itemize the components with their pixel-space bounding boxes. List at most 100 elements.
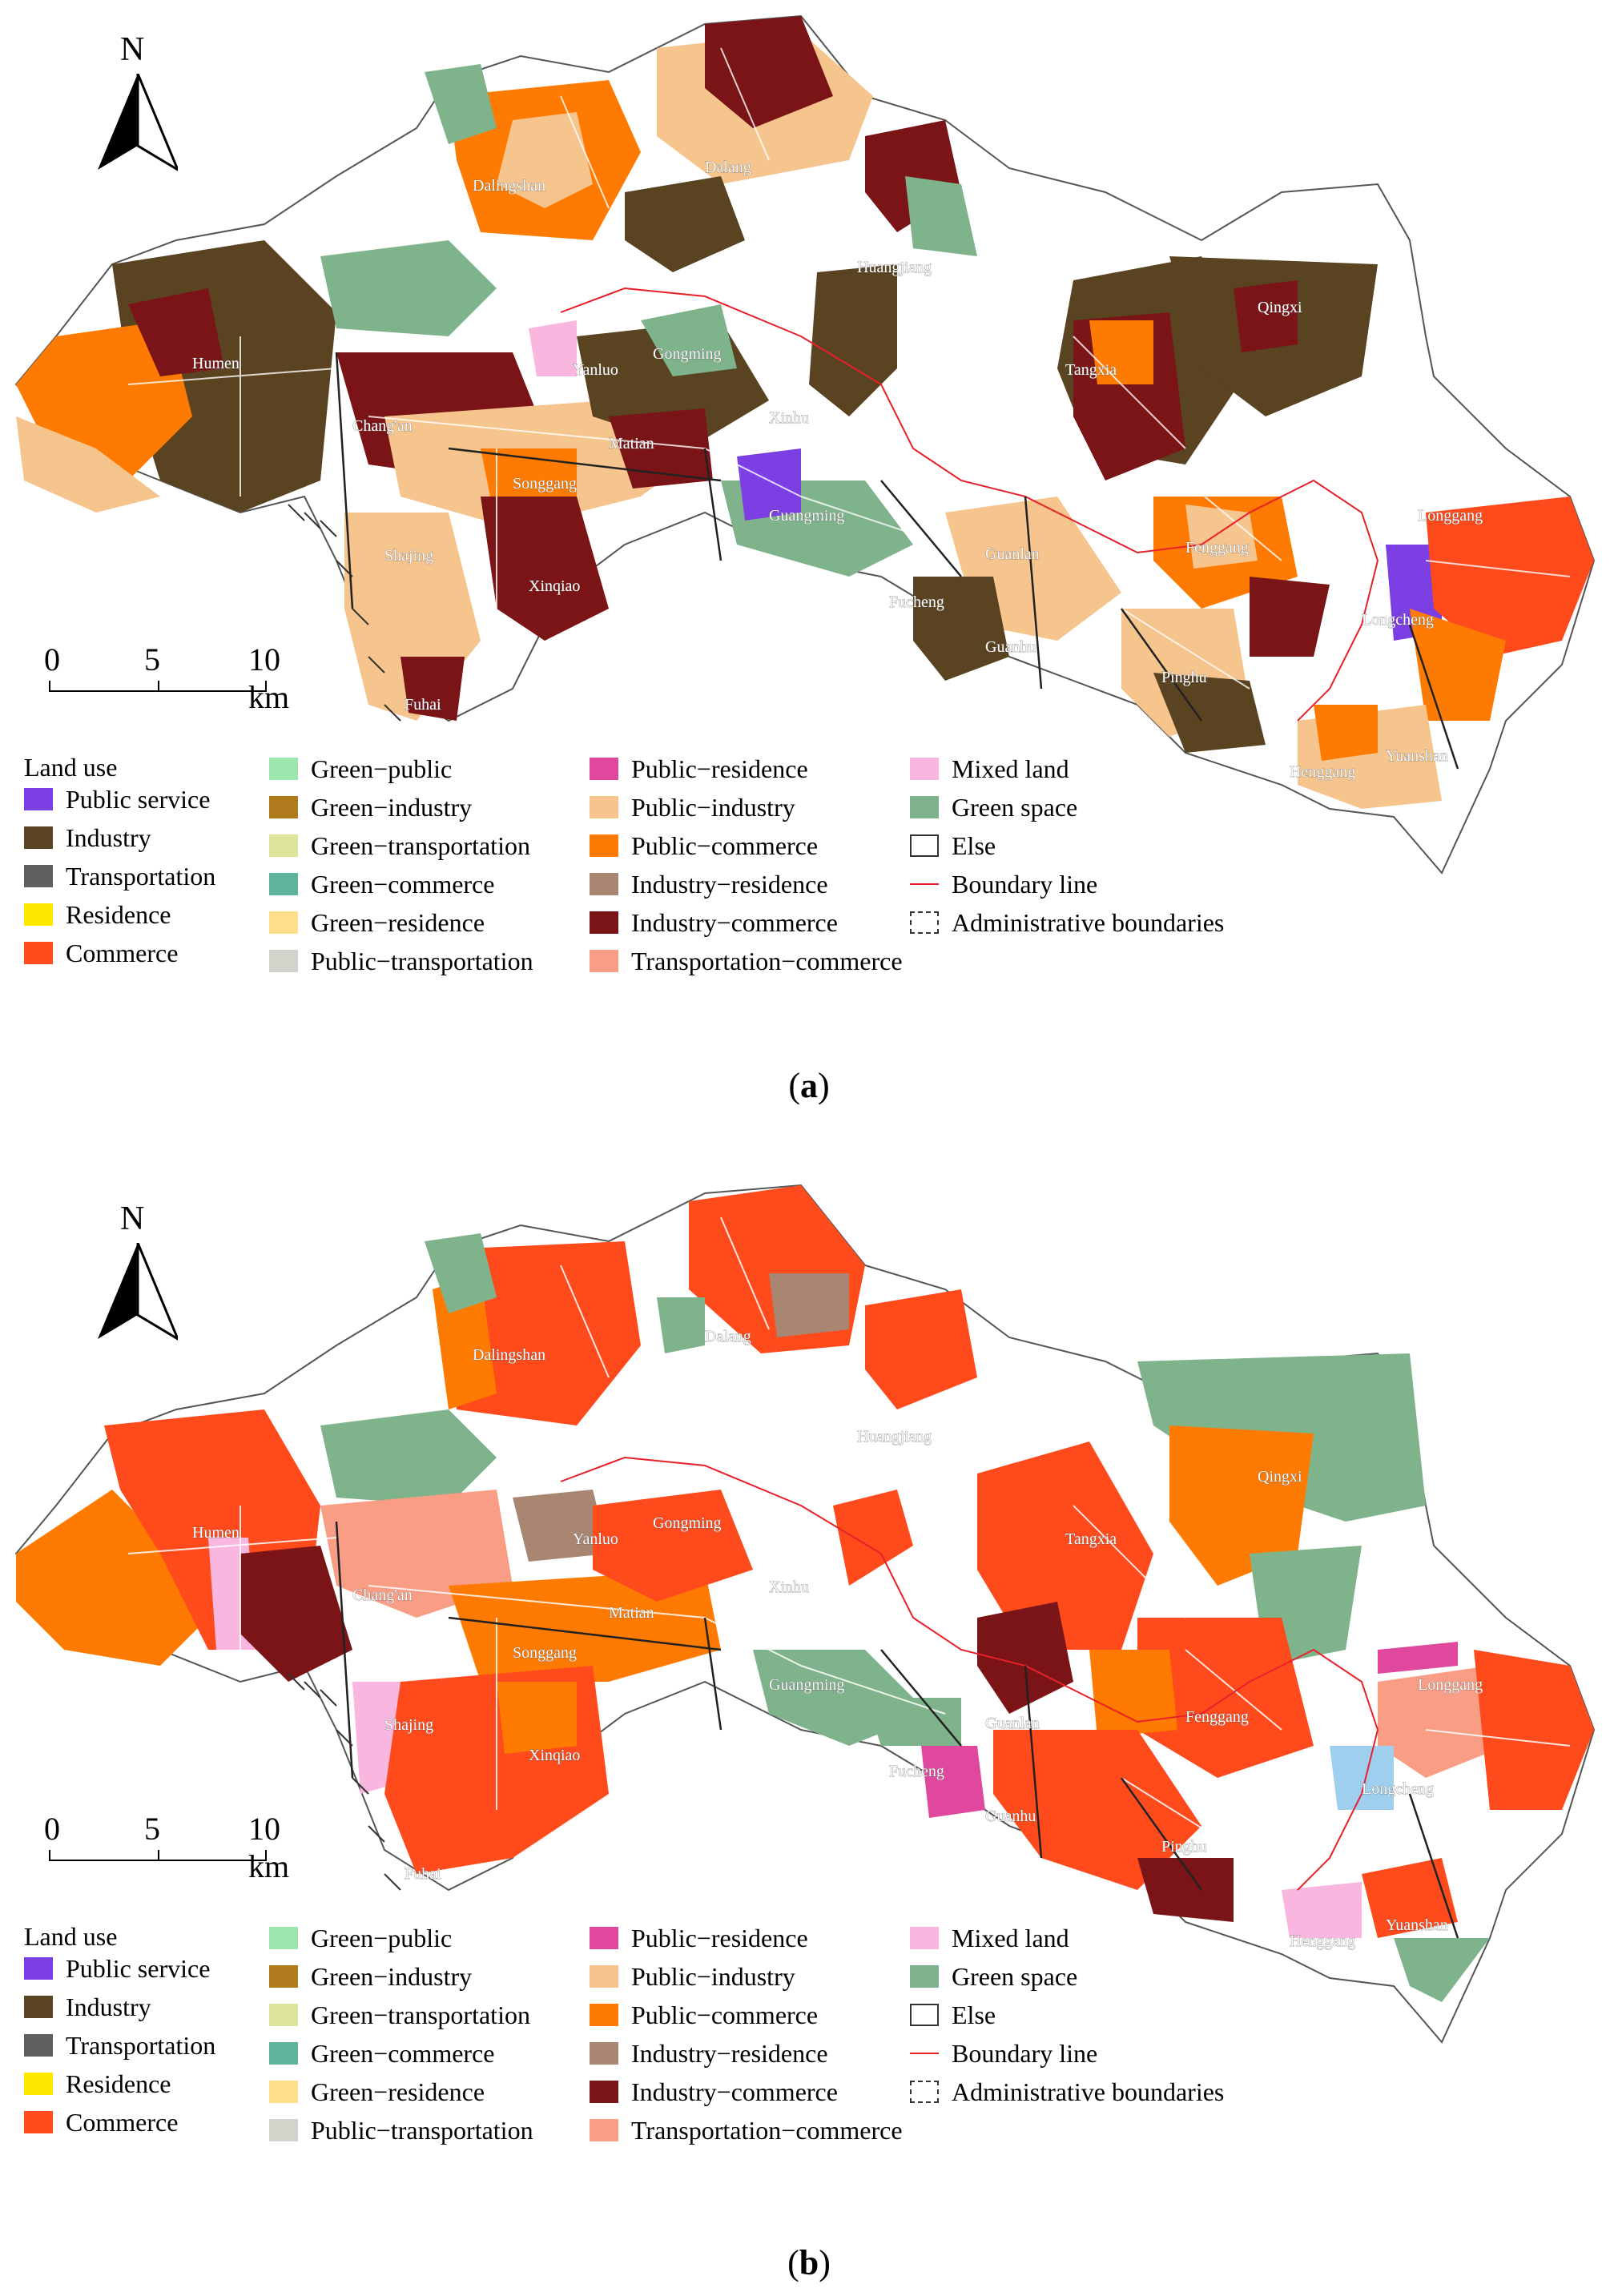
place-label: Fuhai [404, 696, 441, 714]
boundary-line [560, 1456, 1379, 1891]
legend-label: Else [952, 2000, 996, 2029]
panel-b: Dalingshan Dalang Huangjiang Qingxi Hume… [0, 1169, 1618, 2296]
place-label: Longcheng [1362, 611, 1434, 629]
panel-caption: (b) [787, 2243, 831, 2282]
public-commerce-longgang [1410, 609, 1506, 721]
legend-label: Green−public [311, 754, 453, 783]
place-label: Guanlan [985, 1715, 1040, 1732]
industry-commerce-matian [609, 408, 713, 489]
legend-item: Public−residence [590, 753, 808, 785]
legend-swatch [590, 1927, 618, 1949]
legend-label: Industry [66, 822, 151, 852]
public-industry-fenggang [1185, 505, 1258, 569]
legend-item: Commerce [24, 2106, 178, 2138]
legend-label: Commerce [66, 2107, 179, 2137]
legend-swatch [910, 873, 939, 895]
land-use-map: Dalingshan Dalang Huangjiang Qingxi Hume… [14, 1184, 1596, 2044]
legend-title: Land use [24, 753, 118, 782]
legend-label: Transportation [66, 2030, 216, 2060]
legend-swatch [24, 2111, 53, 2133]
legend-item: Public−transportation [269, 945, 533, 977]
scale-tick-label: 0 [44, 1811, 60, 1847]
legend-swatch [269, 2119, 298, 2141]
place-label: Yuanshan [1386, 1916, 1448, 1934]
legend-swatch [269, 2004, 298, 2026]
green-space-fucheng [865, 1698, 961, 1746]
place-label: Tangxia [1065, 1530, 1117, 1548]
legend-item: Else [910, 1999, 996, 2031]
legend-title: Land use [24, 1922, 118, 1951]
legend-label: Green space [952, 792, 1078, 822]
place-label: Guangming [769, 1676, 844, 1694]
place-label: Xinqiao [529, 1747, 580, 1764]
legend-label: Green−residence [311, 2077, 485, 2106]
legend-swatch [24, 1957, 53, 1980]
place-label: Pinghu [1161, 1838, 1207, 1856]
road-network [127, 1216, 1571, 1859]
legend-label: Transportation [66, 861, 216, 891]
legend-label: Green−transportation [311, 2000, 530, 2029]
coastline-ticks [288, 1673, 401, 1891]
legend-swatch [24, 2034, 53, 2057]
green-space-dalang [657, 1297, 705, 1353]
legend-label: Public service [66, 1953, 211, 1983]
scale-mark [158, 1850, 159, 1861]
legend-swatch [269, 873, 298, 895]
place-label: Guanlan [985, 545, 1040, 563]
legend-label: Public service [66, 784, 211, 814]
north-label: N [120, 31, 145, 68]
legend: Land use Public service Industry Transpo… [24, 1922, 1224, 2162]
legend-label: Mixed land [952, 1923, 1069, 1952]
legend-swatch [590, 873, 618, 895]
green-space-yuanshan [1394, 1938, 1490, 2002]
place-label: Longcheng [1362, 1780, 1434, 1798]
legend-item: Green−public [269, 1922, 452, 1954]
legend-label: Transportation−commerce [631, 2115, 903, 2145]
legend-swatch [910, 834, 939, 857]
legend-item: Green space [910, 791, 1077, 823]
mixed-land-yanluo [529, 320, 577, 376]
legend-item: Green−residence [269, 907, 485, 939]
industry-commerce-fenggang [1250, 577, 1330, 657]
place-label: Fuhai [404, 1865, 441, 1883]
caption-letter: b [799, 2243, 819, 2282]
legend-label: Public−industry [631, 792, 795, 822]
place-label: Matian [609, 435, 654, 452]
industry-commerce-pinghu [1137, 1858, 1234, 1922]
public-residence-fucheng [921, 1746, 985, 1818]
commerce-longgang [1474, 1650, 1594, 1810]
legend-item: Green−industry [269, 1960, 472, 1992]
industry-dalang [625, 176, 745, 272]
place-label: Guanhu [985, 638, 1036, 656]
commerce-henggang [1362, 1858, 1458, 1938]
legend-swatch [590, 911, 618, 934]
legend-item: Public−commerce [590, 1999, 818, 2031]
legend-label: Public−industry [631, 1961, 795, 1991]
legend-label: Green−commerce [311, 869, 495, 899]
legend-item: Public service [24, 783, 210, 815]
place-label: Chang'an [352, 417, 413, 435]
coastline-ticks [288, 504, 401, 722]
caption-letter: a [800, 1066, 818, 1105]
commerce-huangjiang [833, 1490, 913, 1586]
legend-label: Boundary line [952, 2038, 1098, 2068]
place-label: Huangjiang [857, 259, 932, 276]
legend-label: Public−residence [631, 1923, 808, 1952]
legend-swatch [24, 788, 53, 810]
boundary-line [560, 287, 1379, 722]
place-label: Fenggang [1185, 539, 1249, 557]
legend-swatch [590, 950, 618, 972]
legend-label: Industry−residence [631, 869, 828, 899]
legend-item: Residence [24, 2068, 171, 2100]
north-arrow-icon [98, 74, 178, 171]
place-label: Shajing [384, 547, 433, 565]
legend-item: Administrative boundaries [910, 907, 1224, 939]
public-residence-longgang [1378, 1642, 1458, 1674]
legend-item: Public−commerce [590, 830, 818, 862]
green-space-dalang-east [905, 176, 977, 256]
place-label: Fenggang [1185, 1708, 1249, 1726]
scale-tick-label: 0 [44, 641, 60, 678]
industry-residence-yanluo [513, 1490, 609, 1562]
commerce-tangxia [977, 1442, 1153, 1650]
place-label: Shajing [384, 1716, 433, 1734]
